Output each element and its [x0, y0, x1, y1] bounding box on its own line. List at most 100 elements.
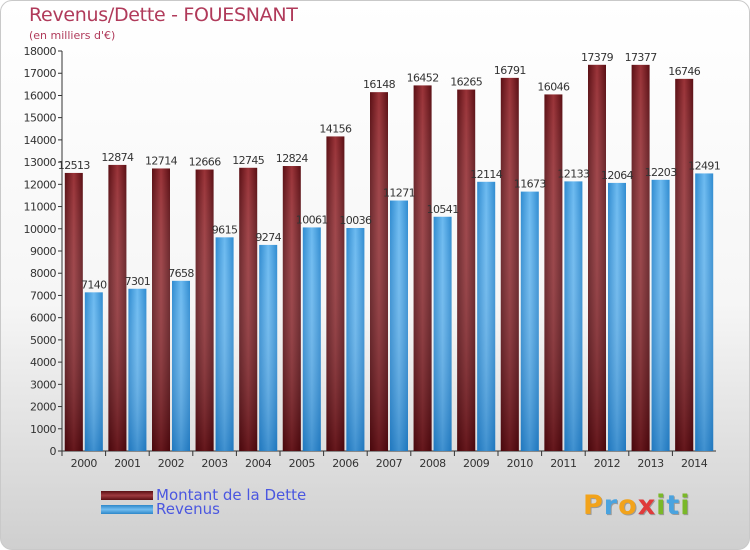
x-tick-label: 2009	[463, 457, 490, 470]
legend-label-revenus: Revenus	[156, 500, 220, 518]
bar-revenus-shade	[651, 179, 670, 452]
bar-dette-shade	[457, 89, 476, 452]
x-tick-label: 2005	[289, 457, 316, 470]
data-label-revenus: 12203	[645, 166, 678, 179]
x-tick-label: 2013	[637, 457, 664, 470]
bar-revenus-shade	[477, 181, 496, 452]
data-label-dette: 17379	[581, 51, 614, 64]
x-tick-label: 2002	[158, 457, 184, 470]
bar-revenus-shade	[433, 216, 452, 451]
bar-revenus-shade	[520, 191, 539, 451]
y-tick-label: 1000	[30, 423, 56, 436]
y-tick-label: 5000	[30, 334, 56, 347]
data-label-revenus: 7140	[81, 278, 107, 291]
bar-revenus-shade	[302, 227, 321, 451]
y-tick-label: 13000	[24, 156, 57, 169]
bar-dette-shade	[152, 168, 170, 451]
bar-revenus-shade	[128, 288, 147, 451]
data-label-revenus: 12491	[688, 159, 720, 172]
x-tick-label: 2003	[201, 457, 228, 470]
y-tick-label: 16000	[24, 89, 57, 102]
data-label-dette: 16791	[494, 64, 526, 77]
logo-letter: P	[583, 490, 604, 521]
legend-swatch-dette	[101, 490, 153, 500]
bar-revenus-shade	[346, 227, 365, 451]
data-label-dette: 16265	[450, 76, 483, 89]
y-tick-label: 18000	[24, 45, 57, 58]
y-tick-label: 2000	[30, 401, 56, 414]
bar-revenus-shade	[608, 182, 626, 451]
y-tick-label: 3000	[30, 378, 56, 391]
proxiti-logo: Proxiti	[583, 490, 691, 521]
bar-dette-shade	[64, 172, 83, 451]
y-tick-label: 0	[50, 445, 57, 458]
bar-revenus-shade	[84, 292, 103, 451]
bar-revenus-shade	[390, 200, 408, 451]
data-label-revenus: 9615	[212, 223, 238, 236]
bar-dette-shade	[500, 77, 519, 451]
y-tick-label: 6000	[30, 312, 56, 325]
bar-revenus-shade	[259, 244, 278, 451]
logo-letter: i	[680, 490, 691, 521]
data-label-revenus: 12133	[557, 167, 590, 180]
y-tick-label: 10000	[24, 223, 57, 236]
data-label-dette: 17377	[625, 51, 658, 64]
bar-revenus-shade	[695, 173, 714, 451]
data-label-revenus: 11271	[383, 187, 415, 200]
x-tick-label: 2012	[594, 457, 620, 470]
y-tick-label: 11000	[24, 201, 57, 214]
y-tick-label: 9000	[30, 245, 56, 258]
data-label-dette: 12745	[232, 154, 265, 167]
y-tick-label: 15000	[24, 112, 57, 125]
y-tick-label: 14000	[24, 134, 57, 147]
data-label-revenus: 12114	[470, 168, 503, 181]
logo-letter: o	[618, 490, 638, 521]
x-tick-label: 2000	[71, 457, 98, 470]
x-tick-label: 2006	[332, 457, 359, 470]
bar-dette-shade	[413, 85, 432, 452]
data-label-revenus: 10061	[296, 213, 328, 226]
logo-letter: r	[603, 490, 619, 521]
data-label-dette: 16046	[537, 80, 570, 93]
data-label-dette: 14156	[319, 122, 352, 135]
legend-swatch-revenus	[101, 504, 153, 514]
bar-revenus-shade	[564, 181, 583, 451]
chart-subtitle: (en milliers d'€)	[29, 29, 116, 42]
bar-dette-shade	[195, 169, 214, 452]
data-label-dette: 12714	[145, 154, 178, 167]
legend-label-dette: Montant de la Dette	[156, 486, 307, 504]
x-tick-label: 2008	[419, 457, 446, 470]
logo-letter: i	[656, 490, 667, 521]
y-tick-label: 12000	[24, 178, 57, 191]
data-label-dette: 16148	[363, 78, 396, 91]
data-label-revenus: 11673	[514, 178, 547, 191]
bar-dette-shade	[239, 167, 258, 451]
bar-dette-shade	[675, 78, 694, 451]
data-label-revenus: 12064	[601, 169, 634, 182]
y-tick-label: 4000	[30, 356, 56, 369]
y-tick-label: 17000	[24, 67, 57, 80]
bar-revenus-shade	[215, 237, 234, 451]
x-tick-label: 2014	[681, 457, 708, 470]
x-tick-label: 2004	[245, 457, 272, 470]
x-tick-label: 2007	[376, 457, 403, 470]
data-label-revenus: 7301	[125, 275, 151, 288]
bar-dette-shade	[108, 164, 127, 451]
bar-revenus-shade	[172, 280, 190, 451]
data-label-dette: 12513	[58, 159, 91, 172]
data-label-revenus: 7658	[168, 267, 194, 280]
data-label-dette: 16452	[407, 71, 439, 84]
bar-dette-shade	[326, 136, 345, 451]
x-tick-label: 2011	[550, 457, 576, 470]
bar-dette-shade	[588, 64, 606, 452]
data-label-dette: 12824	[276, 152, 309, 165]
data-label-revenus: 9274	[255, 231, 281, 244]
data-label-revenus: 10541	[427, 203, 459, 216]
x-tick-label: 2010	[507, 457, 534, 470]
x-tick-label: 2001	[114, 457, 140, 470]
bar-dette-shade	[631, 64, 650, 451]
y-tick-label: 7000	[30, 289, 56, 302]
bar-dette-shade	[370, 92, 388, 452]
